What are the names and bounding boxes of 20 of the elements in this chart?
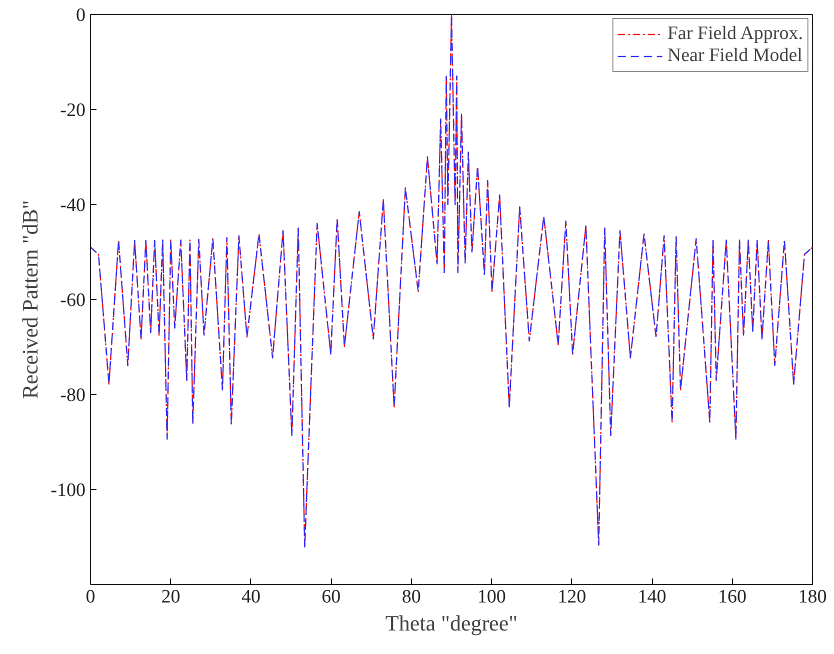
- x-tick-label: 100: [477, 586, 506, 608]
- y-axis-title: Received Pattern "dB": [18, 200, 43, 399]
- line-series: [90, 14, 812, 548]
- y-tick-label: -60: [60, 290, 86, 311]
- legend-label: Near Field Model: [667, 45, 802, 67]
- y-tick-label: -40: [60, 195, 86, 216]
- x-tick-label: 20: [161, 586, 180, 608]
- legend-label: Far Field Approx.: [667, 23, 803, 45]
- x-tick-label: 40: [241, 586, 260, 608]
- y-tick-label: -100: [50, 480, 86, 501]
- x-tick-label: 180: [798, 586, 827, 608]
- x-tick-label: 120: [558, 586, 586, 608]
- y-tick-label: -20: [60, 100, 86, 121]
- x-tick-label: 80: [402, 586, 421, 608]
- x-tick-label: 140: [638, 586, 666, 608]
- x-tick-label: 160: [718, 586, 747, 608]
- y-tick-label: -80: [60, 385, 86, 406]
- x-tick-label: 60: [322, 586, 341, 608]
- y-tick-label: 0: [76, 5, 86, 26]
- x-axis-title: Theta "degree": [385, 610, 518, 636]
